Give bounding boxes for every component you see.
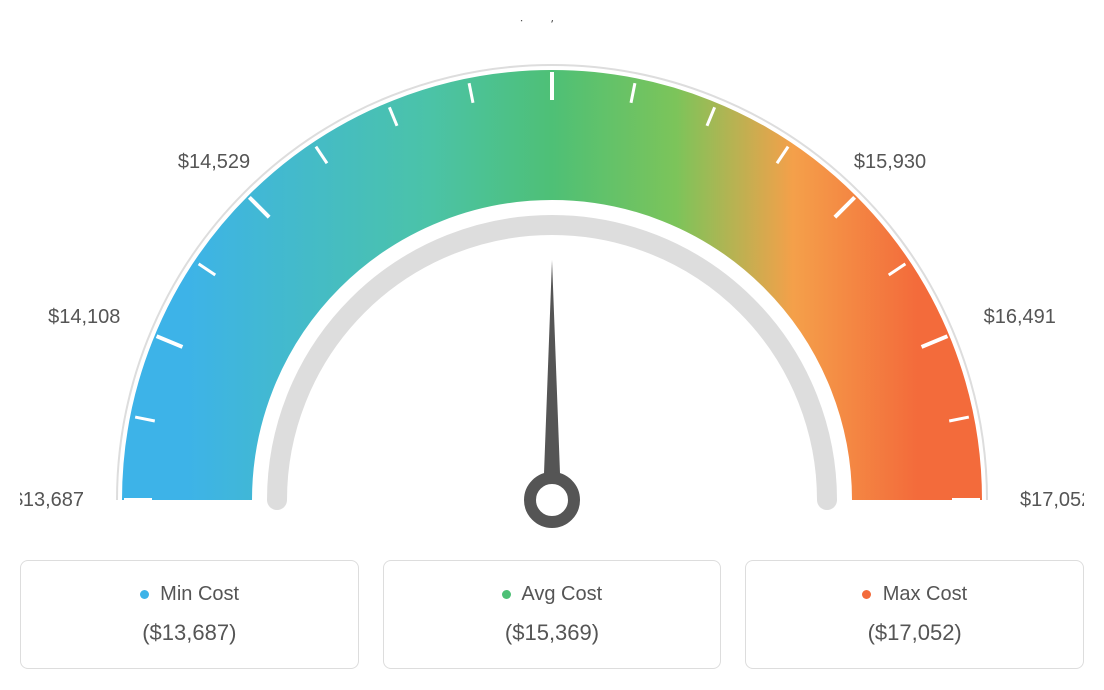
max-dot-icon bbox=[862, 590, 871, 599]
max-cost-value: ($17,052) bbox=[756, 620, 1073, 646]
min-cost-value: ($13,687) bbox=[31, 620, 348, 646]
min-cost-title: Min Cost bbox=[31, 583, 348, 606]
max-cost-title: Max Cost bbox=[756, 583, 1073, 606]
min-dot-icon bbox=[140, 590, 149, 599]
min-cost-card: Min Cost ($13,687) bbox=[20, 560, 359, 669]
summary-cards: Min Cost ($13,687) Avg Cost ($15,369) Ma… bbox=[20, 560, 1084, 669]
svg-text:$17,052: $17,052 bbox=[1020, 489, 1084, 511]
avg-cost-label: Avg Cost bbox=[521, 583, 602, 605]
avg-cost-title: Avg Cost bbox=[394, 583, 711, 606]
avg-cost-value: ($15,369) bbox=[394, 620, 711, 646]
svg-text:$15,369: $15,369 bbox=[516, 20, 588, 25]
avg-dot-icon bbox=[502, 590, 511, 599]
svg-text:$14,108: $14,108 bbox=[48, 306, 120, 328]
svg-text:$15,930: $15,930 bbox=[854, 151, 926, 173]
svg-text:$14,529: $14,529 bbox=[178, 151, 250, 173]
svg-text:$13,687: $13,687 bbox=[20, 489, 84, 511]
avg-cost-card: Avg Cost ($15,369) bbox=[383, 560, 722, 669]
max-cost-card: Max Cost ($17,052) bbox=[745, 560, 1084, 669]
gauge-svg: $13,687 $14,108 $14,529 $15,369 $15,930 $16,4… bbox=[20, 20, 1084, 550]
svg-text:$16,491: $16,491 bbox=[984, 306, 1056, 328]
cost-gauge: $13,687 $14,108 $14,529 $15,369 $15,930 $16,4… bbox=[20, 20, 1084, 550]
max-cost-label: Max Cost bbox=[883, 583, 967, 605]
min-cost-label: Min Cost bbox=[160, 583, 239, 605]
